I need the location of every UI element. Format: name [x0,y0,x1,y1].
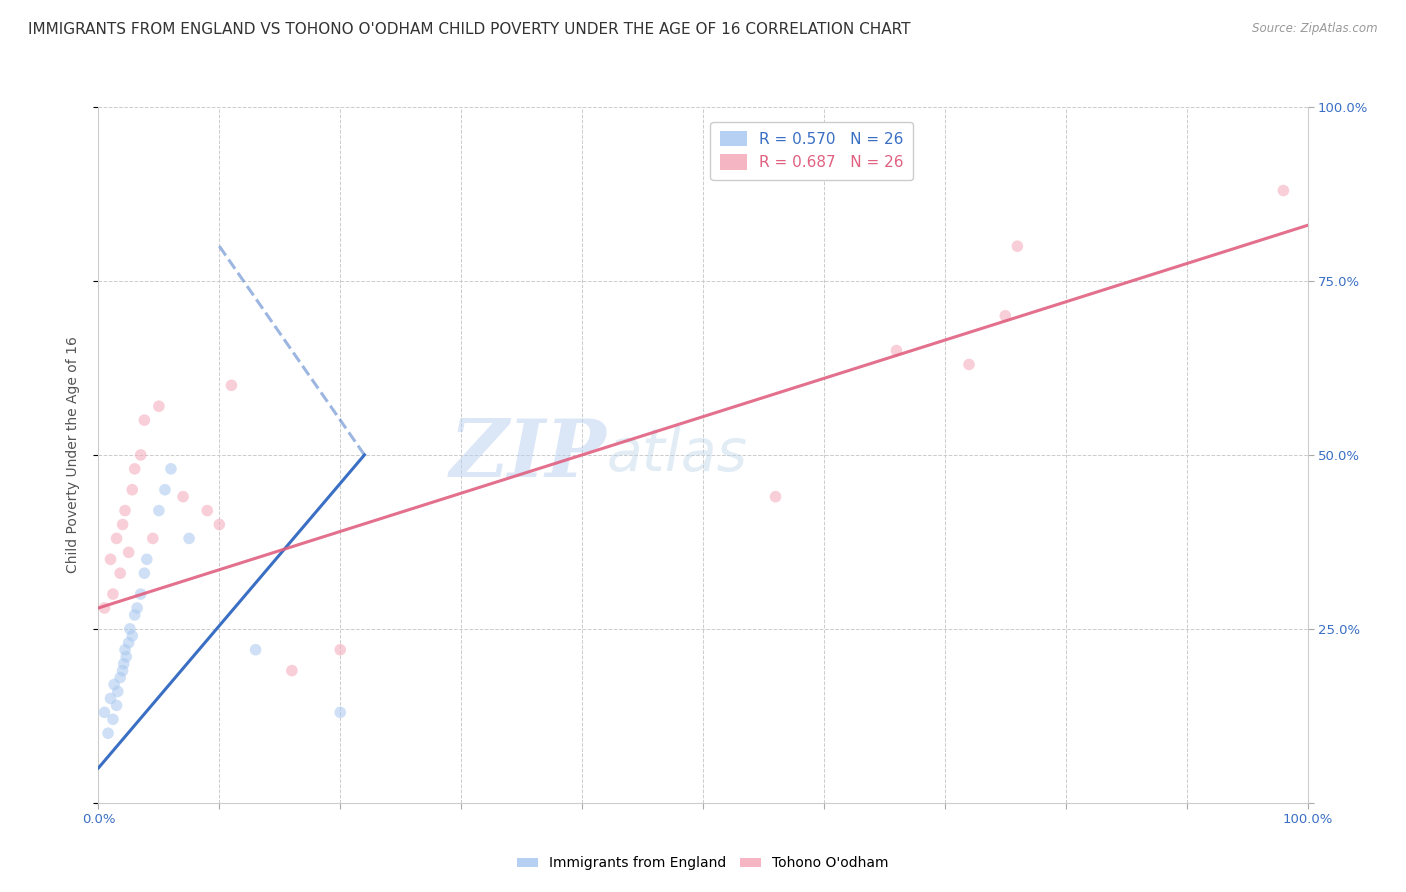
Point [1007,239,1029,253]
Point [118,636,141,650]
Text: IMMIGRANTS FROM ENGLAND VS TOHONO O'ODHAM CHILD POVERTY UNDER THE AGE OF 16 CORR: IMMIGRANTS FROM ENGLAND VS TOHONO O'ODHA… [28,22,911,37]
Point [153,483,176,497]
Point [108,566,131,581]
Point [105,532,128,546]
Point [148,399,170,413]
Point [134,566,156,581]
Point [118,622,141,636]
Point [101,587,124,601]
Point [245,642,267,657]
Point [329,642,352,657]
Legend: Immigrants from England, Tohono O'odham: Immigrants from England, Tohono O'odham [512,851,894,876]
Point [127,601,149,615]
Point [101,712,124,726]
Text: ZIP: ZIP [450,417,606,493]
Point [111,517,134,532]
Point [107,684,129,698]
Point [195,503,218,517]
Point [765,490,787,504]
Point [100,552,122,566]
Point [160,462,183,476]
Point [179,532,201,546]
Text: atlas: atlas [606,426,747,483]
Point [129,587,152,601]
Point [93,601,115,615]
Point [134,413,156,427]
Point [121,629,143,643]
Point [1272,184,1295,198]
Point [957,358,980,372]
Y-axis label: Child Poverty Under the Age of 16: Child Poverty Under the Age of 16 [66,336,80,574]
Point [208,517,231,532]
Point [118,545,141,559]
Point [97,726,120,740]
Point [142,532,165,546]
Point [105,698,128,713]
Point [114,503,136,517]
Point [115,649,138,664]
Point [329,706,352,720]
Point [148,503,170,517]
Point [135,552,157,566]
Point [994,309,1017,323]
Point [114,642,136,657]
Point [93,706,115,720]
Point [124,607,146,622]
Point [108,671,131,685]
Point [111,664,134,678]
Point [124,462,146,476]
Point [100,691,122,706]
Point [129,448,152,462]
Text: Source: ZipAtlas.com: Source: ZipAtlas.com [1253,22,1378,36]
Point [281,664,304,678]
Point [103,677,125,691]
Point [172,490,194,504]
Point [112,657,135,671]
Point [221,378,243,392]
Point [121,483,143,497]
Point [886,343,908,358]
